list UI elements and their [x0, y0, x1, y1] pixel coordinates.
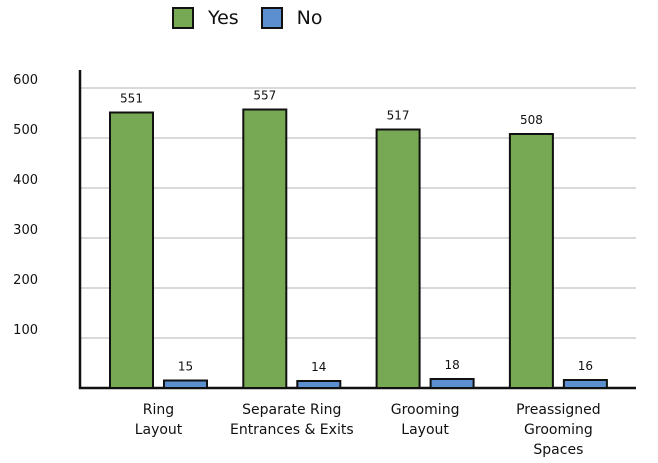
x-tick-label-line: Preassigned	[516, 402, 601, 418]
data-label-no-3: 16	[578, 359, 593, 373]
bar-yes-3	[508, 133, 554, 389]
data-label-yes-0: 551	[120, 92, 143, 106]
legend-swatch-yes	[172, 7, 194, 29]
bar-no-0	[163, 379, 208, 389]
x-tick-label-line: Entrances & Exits	[230, 422, 354, 438]
y-tick-label-500: 500	[13, 123, 38, 138]
legend-item-no: No	[260, 7, 323, 29]
bar-yes-1	[242, 108, 288, 389]
y-tick-label-600: 600	[13, 73, 38, 88]
x-tick-label-2: Grooming Layout	[391, 402, 460, 438]
x-tick-label-line: Grooming	[391, 402, 460, 418]
bar-no-1	[296, 380, 342, 389]
y-tick-label-300: 300	[13, 223, 38, 238]
bar-yes-2	[375, 128, 421, 389]
legend-label-no: No	[296, 7, 323, 29]
legend-label-yes: Yes	[208, 7, 239, 29]
data-label-no-2: 18	[444, 358, 459, 372]
x-tick-label-line: Ring	[143, 402, 174, 418]
bar-yes-0	[109, 111, 154, 389]
bar-no-2	[429, 378, 475, 389]
x-tick-label-1: Separate Ring Entrances & Exits	[230, 402, 354, 438]
x-tick-label-line: Layout	[135, 422, 183, 438]
legend: Yes No	[172, 7, 323, 29]
legend-item-yes: Yes	[172, 7, 239, 29]
x-tick-label-line: Layout	[401, 422, 449, 438]
x-tick-label-3: Preassigned Grooming Spaces	[516, 402, 601, 458]
x-tick-label-line: Separate Ring	[242, 402, 341, 418]
x-tick-label-0: Ring Layout	[135, 402, 183, 438]
legend-swatch-no	[260, 7, 283, 29]
data-label-yes-2: 517	[387, 109, 410, 123]
y-tick-label-400: 400	[13, 173, 38, 188]
data-label-no-0: 15	[178, 360, 193, 374]
data-label-no-1: 14	[311, 360, 326, 374]
y-tick-label-200: 200	[13, 273, 38, 288]
bar-no-3	[562, 379, 608, 389]
x-tick-label-line: Grooming	[524, 422, 593, 438]
data-label-yes-1: 557	[253, 89, 276, 103]
x-tick-label-line: Spaces	[533, 442, 583, 458]
data-label-yes-3: 508	[520, 113, 543, 127]
y-tick-label-100: 100	[13, 323, 38, 338]
